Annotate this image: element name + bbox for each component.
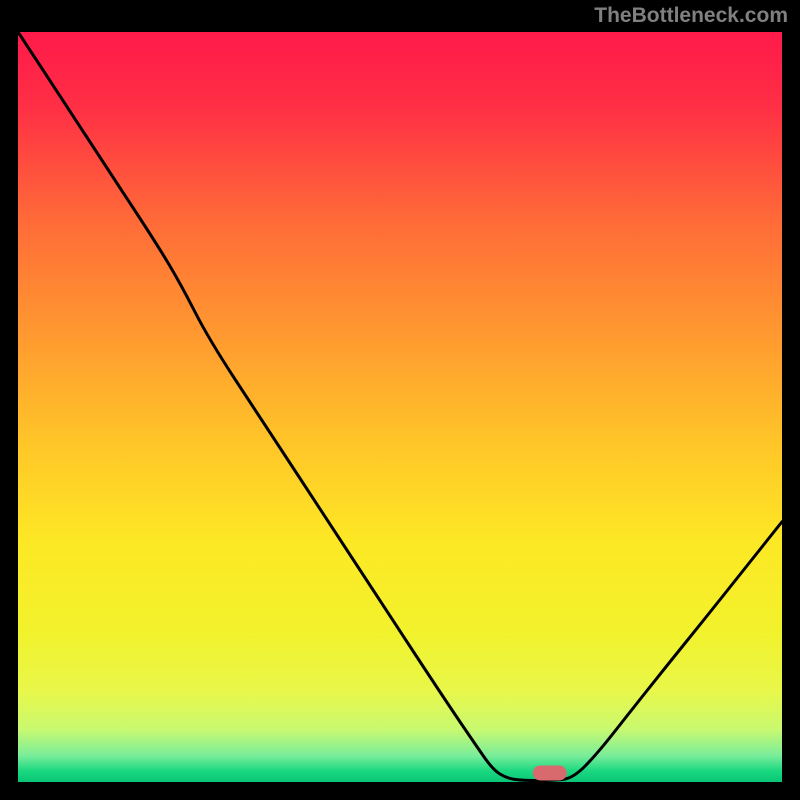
gradient-background [18, 32, 782, 782]
optimal-marker [533, 766, 567, 781]
watermark-text: TheBottleneck.com [594, 4, 788, 28]
chart-container: TheBottleneck.com [0, 0, 800, 800]
bottleneck-chart [0, 0, 800, 800]
